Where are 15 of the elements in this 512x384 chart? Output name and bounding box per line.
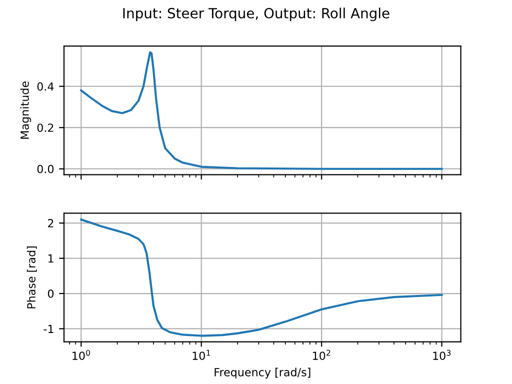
x-axis-title: Frequency [rad/s] xyxy=(214,368,310,379)
x-tick-label: 10$^{2}$ xyxy=(313,350,330,360)
y-tick-label: 0.4 xyxy=(37,82,54,91)
x-tick-label: 10$^{3}$ xyxy=(433,350,451,360)
y-tick-label: 1 xyxy=(48,254,54,263)
y-tick-label: 0.0 xyxy=(37,164,54,174)
y-tick-label: 2 xyxy=(48,219,54,228)
y-axis-title: Magnitude xyxy=(20,82,32,139)
x-tick-label: 10$^{1}$ xyxy=(192,350,210,360)
y-tick-label: 0.2 xyxy=(37,124,54,132)
y-axis-title: Phase [rad] xyxy=(26,246,37,308)
y-tick-label: -1 xyxy=(44,324,54,333)
y-tick-label: 0 xyxy=(48,289,54,298)
x-tick-label: 10$^{0}$ xyxy=(72,350,90,360)
chart-title: Input: Steer Torque, Output: Roll Angle xyxy=(123,8,390,22)
